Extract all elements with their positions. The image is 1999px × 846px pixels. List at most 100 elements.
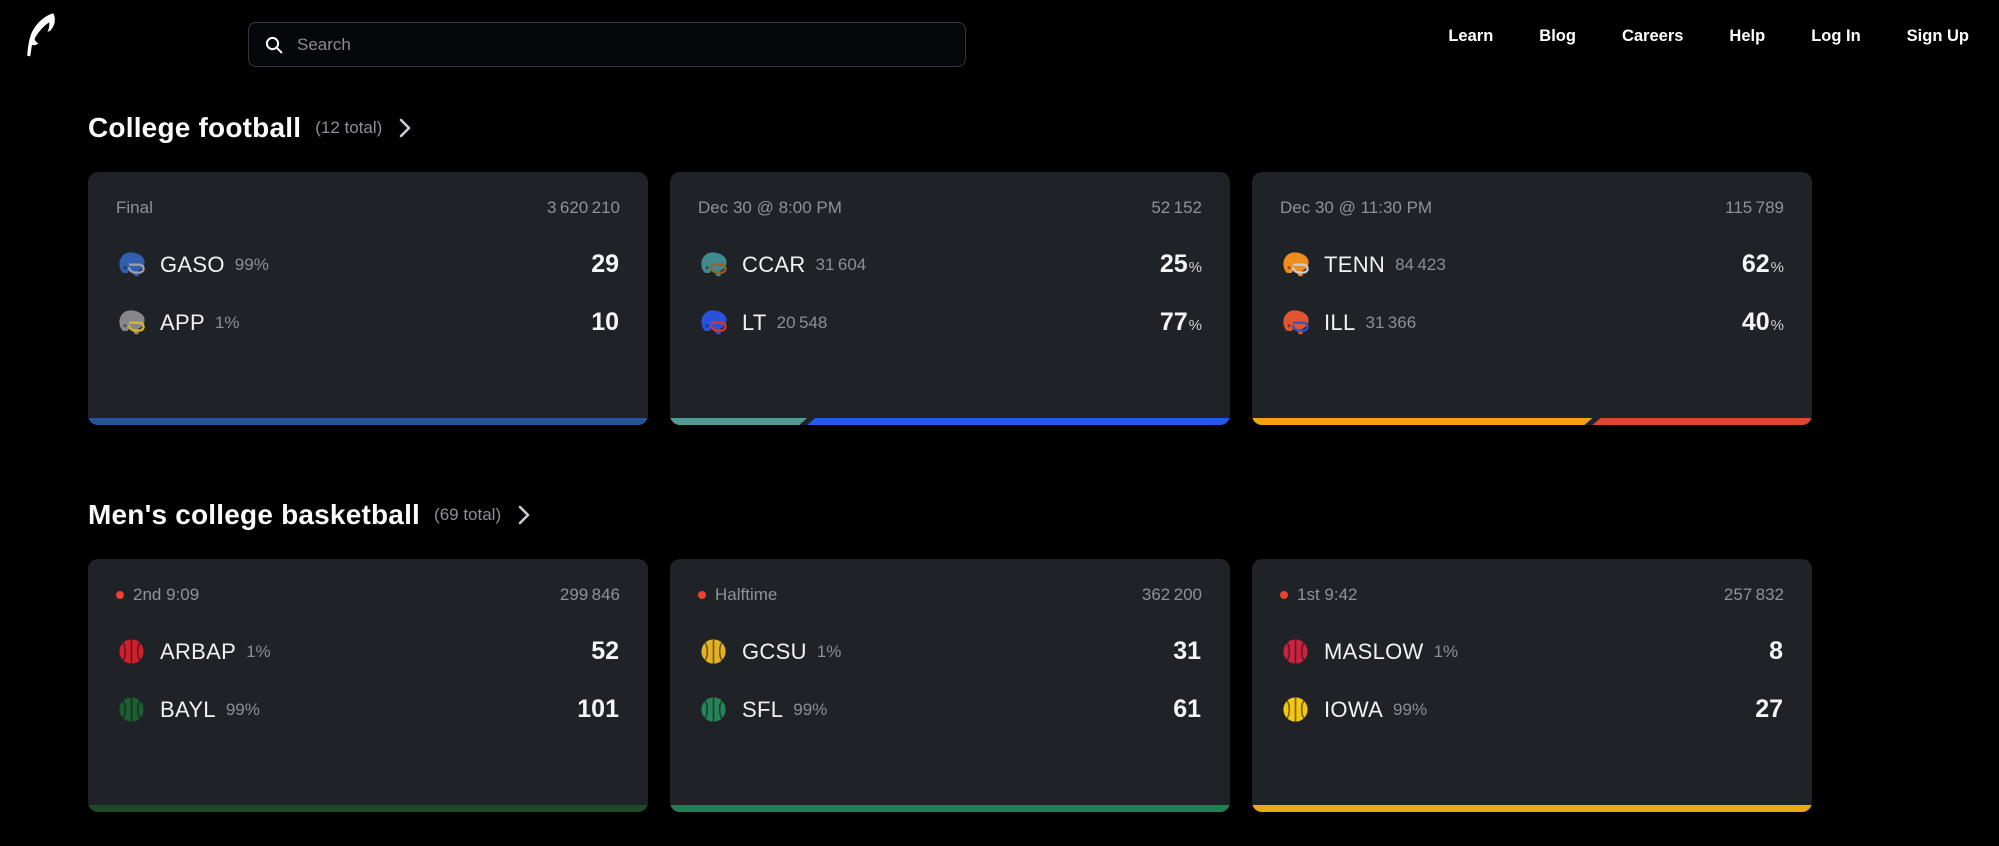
- football-helmet-icon: [116, 307, 147, 338]
- nav-link-blog[interactable]: Blog: [1539, 26, 1576, 45]
- team-name: TENN: [1324, 251, 1386, 277]
- basketball-icon: [116, 636, 147, 667]
- team-holders: 31 366: [1365, 312, 1417, 332]
- section-total-count: (12 total): [315, 118, 383, 137]
- section-title: Men's college basketball: [88, 499, 421, 530]
- team-name: LT: [742, 309, 767, 335]
- team-row: SFL 99% 61: [698, 687, 1202, 732]
- probability-bar: [1252, 805, 1812, 812]
- probability-bar: [88, 418, 648, 425]
- game-card-gaso-app[interactable]: Final 3 620 210 GASO 99% 29: [88, 172, 648, 425]
- robinhood-feather-icon[interactable]: [24, 13, 58, 62]
- team-row: APP 1% 10: [116, 300, 620, 345]
- team-probability: 99%: [225, 699, 260, 719]
- section-header: Men's college basketball (69 total): [88, 499, 1812, 531]
- bar-segment: [670, 418, 807, 425]
- nav-link-help[interactable]: Help: [1729, 26, 1766, 45]
- team-probability: 99%: [234, 254, 269, 274]
- team-name: BAYL: [160, 696, 216, 722]
- game-card-maslow-iowa[interactable]: 1st 9:42 257 832 MASLOW 1% 8: [1252, 559, 1812, 812]
- team-row: CCAR 31 604 25%: [698, 242, 1202, 287]
- basketball-icon: [1280, 636, 1311, 667]
- team-probability: 99%: [793, 699, 828, 719]
- team-row: GCSU 1% 31: [698, 629, 1202, 674]
- football-helmet-icon: [1280, 307, 1311, 338]
- game-card-arbap-bayl[interactable]: 2nd 9:09 299 846 ARBAP 1% 52: [88, 559, 648, 812]
- volume: 299 846: [559, 585, 620, 604]
- bar-segment: [1252, 805, 1812, 812]
- live-dot: [116, 591, 124, 599]
- bar-segment: [807, 418, 1230, 425]
- bar-segment: [88, 805, 648, 812]
- chevron-right-icon[interactable]: [399, 118, 411, 138]
- team-score: 52: [591, 637, 619, 665]
- game-card-ccar-lt[interactable]: Dec 30 @ 8:00 PM 52 152 CCAR 31 604 25%: [670, 172, 1230, 425]
- game-status: Dec 30 @ 11:30 PM: [1280, 198, 1433, 217]
- team-probability: 1%: [214, 312, 240, 332]
- team-probability: 99%: [1393, 699, 1428, 719]
- team-name: GASO: [160, 251, 225, 277]
- team-name: GCSU: [742, 638, 807, 664]
- team-probability-value: 62%: [1741, 250, 1784, 278]
- team-holders: 20 548: [776, 312, 828, 332]
- bar-segment: [1592, 418, 1812, 425]
- live-dot: [1280, 591, 1288, 599]
- team-name: SFL: [742, 696, 784, 722]
- card-header: Final 3 620 210: [116, 198, 620, 218]
- probability-bar: [1252, 418, 1812, 425]
- team-row: BAYL 99% 101: [116, 687, 620, 732]
- game-card-gcsu-sfl[interactable]: Halftime 362 200 GCSU 1% 31: [670, 559, 1230, 812]
- card-header: 2nd 9:09 299 846: [116, 585, 620, 605]
- card-header: 1st 9:42 257 832: [1280, 585, 1784, 605]
- team-row: LT 20 548 77%: [698, 300, 1202, 345]
- game-status: Dec 30 @ 8:00 PM: [698, 198, 842, 217]
- football-helmet-icon: [116, 249, 147, 280]
- team-row: TENN 84 423 62%: [1280, 242, 1784, 287]
- team-name: ARBAP: [160, 638, 237, 664]
- probability-bar: [670, 418, 1230, 425]
- search-input[interactable]: [295, 33, 950, 56]
- card-row: Final 3 620 210 GASO 99% 29: [88, 172, 1812, 425]
- nav-link-careers[interactable]: Careers: [1621, 26, 1684, 45]
- nav-link-signup[interactable]: Sign Up: [1906, 26, 1969, 45]
- volume: 257 832: [1723, 585, 1784, 604]
- volume: 52 152: [1151, 198, 1202, 217]
- team-score: 61: [1173, 695, 1201, 723]
- probability-bar: [670, 805, 1230, 812]
- football-helmet-icon: [698, 307, 729, 338]
- team-probability-value: 40%: [1741, 308, 1784, 336]
- card-header: Halftime 362 200: [698, 585, 1202, 605]
- card-header: Dec 30 @ 8:00 PM 52 152: [698, 198, 1202, 218]
- section-total-count: (69 total): [434, 505, 502, 524]
- team-row: ILL 31 366 40%: [1280, 300, 1784, 345]
- chevron-right-icon[interactable]: [518, 505, 530, 525]
- basketball-icon: [1280, 694, 1311, 725]
- volume: 3 620 210: [547, 198, 620, 217]
- volume: 362 200: [1141, 585, 1202, 604]
- team-name: CCAR: [742, 251, 806, 277]
- section-title: College football: [88, 112, 302, 143]
- section-header: College football (12 total): [88, 112, 1812, 144]
- bar-segment: [670, 805, 1230, 812]
- live-dot: [698, 591, 706, 599]
- team-row: GASO 99% 29: [116, 242, 620, 287]
- bar-segment: [88, 418, 648, 425]
- game-status: Halftime: [698, 585, 777, 605]
- team-score: 27: [1755, 695, 1783, 723]
- nav-link-login[interactable]: Log In: [1811, 26, 1861, 45]
- probability-bar: [88, 805, 648, 812]
- top-navigation-bar: Learn Blog Careers Help Log In Sign Up: [0, 0, 1999, 72]
- team-probability: 1%: [816, 641, 842, 661]
- team-score: 31: [1173, 637, 1201, 665]
- team-score: 29: [591, 250, 619, 278]
- team-probability-value: 25%: [1159, 250, 1202, 278]
- search-box[interactable]: [248, 22, 966, 67]
- nav-link-learn[interactable]: Learn: [1448, 26, 1494, 45]
- basketball-icon: [698, 694, 729, 725]
- team-name: IOWA: [1324, 696, 1384, 722]
- basketball-icon: [116, 694, 147, 725]
- volume: 115 789: [1725, 198, 1784, 217]
- game-status: 1st 9:42: [1280, 585, 1358, 605]
- game-card-tenn-ill[interactable]: Dec 30 @ 11:30 PM 115 789 TENN 84 423 62…: [1252, 172, 1812, 425]
- team-score: 8: [1769, 637, 1783, 665]
